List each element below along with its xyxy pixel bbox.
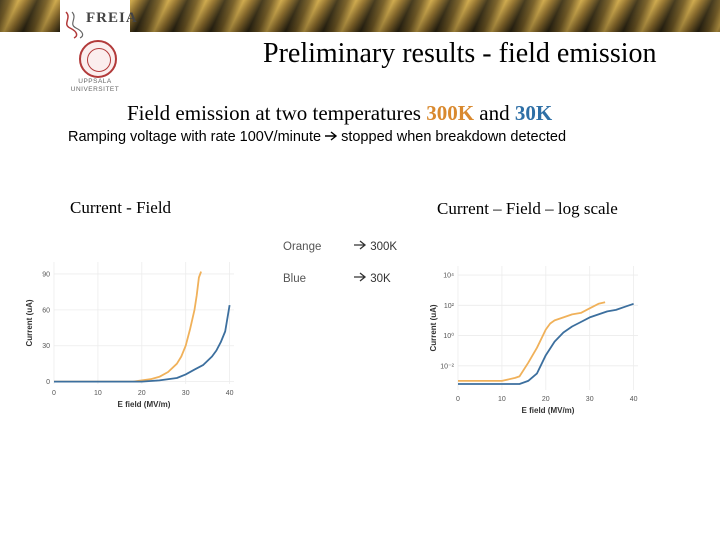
y-tick-label: 30 [42,343,50,350]
y-tick-label: 60 [42,307,50,314]
legend-30k-label: 30K [370,273,391,285]
university-name-line2: UNIVERSITET [70,86,120,93]
caption-current-field-log: Current – Field – log scale [437,199,618,218]
ramp-text-before: Ramping voltage with rate 100V/minute [68,129,322,145]
plot-area [54,262,234,384]
x-tick-label: 0 [456,396,460,403]
x-tick-label: 10 [94,390,102,397]
x-tick-label: 0 [52,390,56,397]
university-seal-icon [79,40,117,78]
legend-300k-label: 300K [370,241,398,253]
legend-300k-entry: 300K [353,240,397,253]
series-line-blue-30k [458,302,634,385]
ramping-description: Ramping voltage with rate 100V/minute sto… [68,129,566,145]
right-arrow-icon [324,129,338,145]
subtitle-mid: and [474,101,515,125]
caption-current-field: Current - Field [70,198,172,217]
x-axis-label: E field (MV/m) [522,406,575,415]
y-tick-label: 10⁴ [443,273,454,280]
x-tick-label: 30 [182,390,190,397]
legend-blue-label: Blue [283,273,307,285]
x-tick-label: 20 [542,396,550,403]
right-arrow-icon [353,240,367,253]
y-tick-label: 10⁻² [440,363,454,370]
legend-30k-entry: 30K [353,272,391,285]
y-axis-label: Current (uA) [429,304,438,351]
x-tick-label: 20 [138,390,146,397]
x-axis-label: E field (MV/m) [118,400,171,409]
freia-logo-text: FREIA [86,10,138,26]
legend-orange-label: Orange [283,241,322,253]
slide-subtitle: Field emission at two temperatures 300K … [127,101,552,126]
ramp-text-after: stopped when breakdown detected [341,129,567,145]
current-field-chart: 0 10 20 30 40 0 30 60 90 E field (MV/m) Current (u… [25,262,234,409]
subtitle-prefix: Field emission at two temperatures [127,101,427,125]
university-name-line1: UPPSALA [78,78,112,85]
x-tick-label: 40 [630,396,638,403]
logo-panel: FREIA UPPSALA UNIVERSITET [60,0,137,100]
right-arrow-icon [353,272,367,285]
subtitle-temp-30k: 30K [514,101,553,125]
series-line-blue-30k [54,304,231,383]
series-line-orange-300k [54,271,202,383]
freia-wave-icon [65,11,84,39]
y-tick-label: 10⁰ [443,332,454,340]
y-tick-label: 10² [444,303,455,310]
x-tick-label: 30 [586,396,594,403]
y-axis-label: Current (uA) [25,299,34,346]
slide-title: Preliminary results - field emission [263,38,657,69]
current-field-log-chart: 0 10 20 30 40 10⁻² 10⁰ 10² 10⁴ E field (MV/m) Curr… [429,266,638,415]
x-tick-label: 40 [226,390,234,397]
y-tick-label: 0 [46,379,50,386]
subtitle-temp-300k: 300K [426,101,475,125]
y-tick-label: 90 [42,271,50,278]
x-tick-label: 10 [498,396,506,403]
series-line-orange-300k [458,301,606,382]
